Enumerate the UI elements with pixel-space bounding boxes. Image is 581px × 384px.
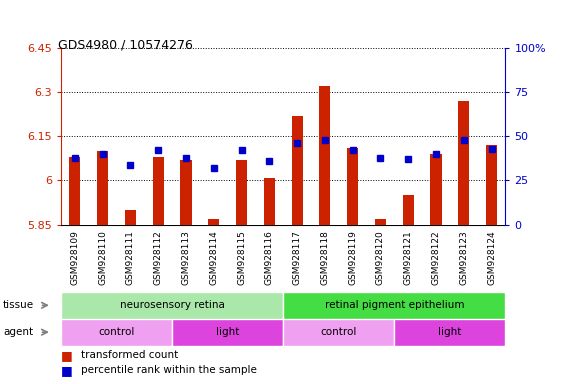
Bar	[283, 319, 394, 346]
Bar	[403, 195, 414, 225]
Bar	[264, 177, 275, 225]
Text: GSM928119: GSM928119	[348, 230, 357, 285]
Text: GSM928117: GSM928117	[293, 230, 302, 285]
Bar	[69, 157, 80, 225]
Bar	[320, 86, 331, 225]
Text: GDS4980 / 10574276: GDS4980 / 10574276	[58, 38, 193, 51]
Bar	[61, 319, 172, 346]
Text: GSM928123: GSM928123	[460, 230, 468, 285]
Text: GSM928110: GSM928110	[98, 230, 107, 285]
Text: GSM928118: GSM928118	[320, 230, 329, 285]
Text: control: control	[98, 327, 135, 337]
Text: GSM928116: GSM928116	[265, 230, 274, 285]
Bar	[181, 160, 192, 225]
Bar	[208, 219, 220, 225]
Bar	[375, 219, 386, 225]
Text: GSM928115: GSM928115	[237, 230, 246, 285]
Text: GSM928112: GSM928112	[154, 230, 163, 285]
Bar	[394, 319, 505, 346]
Text: ■: ■	[61, 364, 73, 377]
Bar	[61, 292, 283, 319]
Bar	[236, 160, 247, 225]
Text: percentile rank within the sample: percentile rank within the sample	[81, 366, 257, 376]
Text: GSM928109: GSM928109	[70, 230, 80, 285]
Text: GSM928121: GSM928121	[404, 230, 413, 285]
Text: GSM928114: GSM928114	[209, 230, 218, 285]
Bar	[283, 292, 505, 319]
Text: GSM928120: GSM928120	[376, 230, 385, 285]
Text: light: light	[216, 327, 239, 337]
Text: GSM928124: GSM928124	[487, 230, 496, 285]
Bar	[347, 148, 358, 225]
Text: retinal pigment epithelium: retinal pigment epithelium	[325, 300, 464, 310]
Bar	[153, 157, 164, 225]
Text: GSM928122: GSM928122	[432, 230, 440, 285]
Text: agent: agent	[3, 327, 33, 337]
Text: ■: ■	[61, 349, 73, 362]
Text: control: control	[321, 327, 357, 337]
Text: transformed count: transformed count	[81, 350, 178, 360]
Text: GSM928111: GSM928111	[126, 230, 135, 285]
Bar	[458, 101, 469, 225]
Bar	[172, 319, 283, 346]
Bar	[292, 116, 303, 225]
Bar	[431, 154, 442, 225]
Bar	[486, 145, 497, 225]
Text: GSM928113: GSM928113	[181, 230, 191, 285]
Bar	[97, 151, 108, 225]
Bar	[125, 210, 136, 225]
Text: light: light	[438, 327, 461, 337]
Text: tissue: tissue	[3, 300, 34, 310]
Text: neurosensory retina: neurosensory retina	[120, 300, 225, 310]
